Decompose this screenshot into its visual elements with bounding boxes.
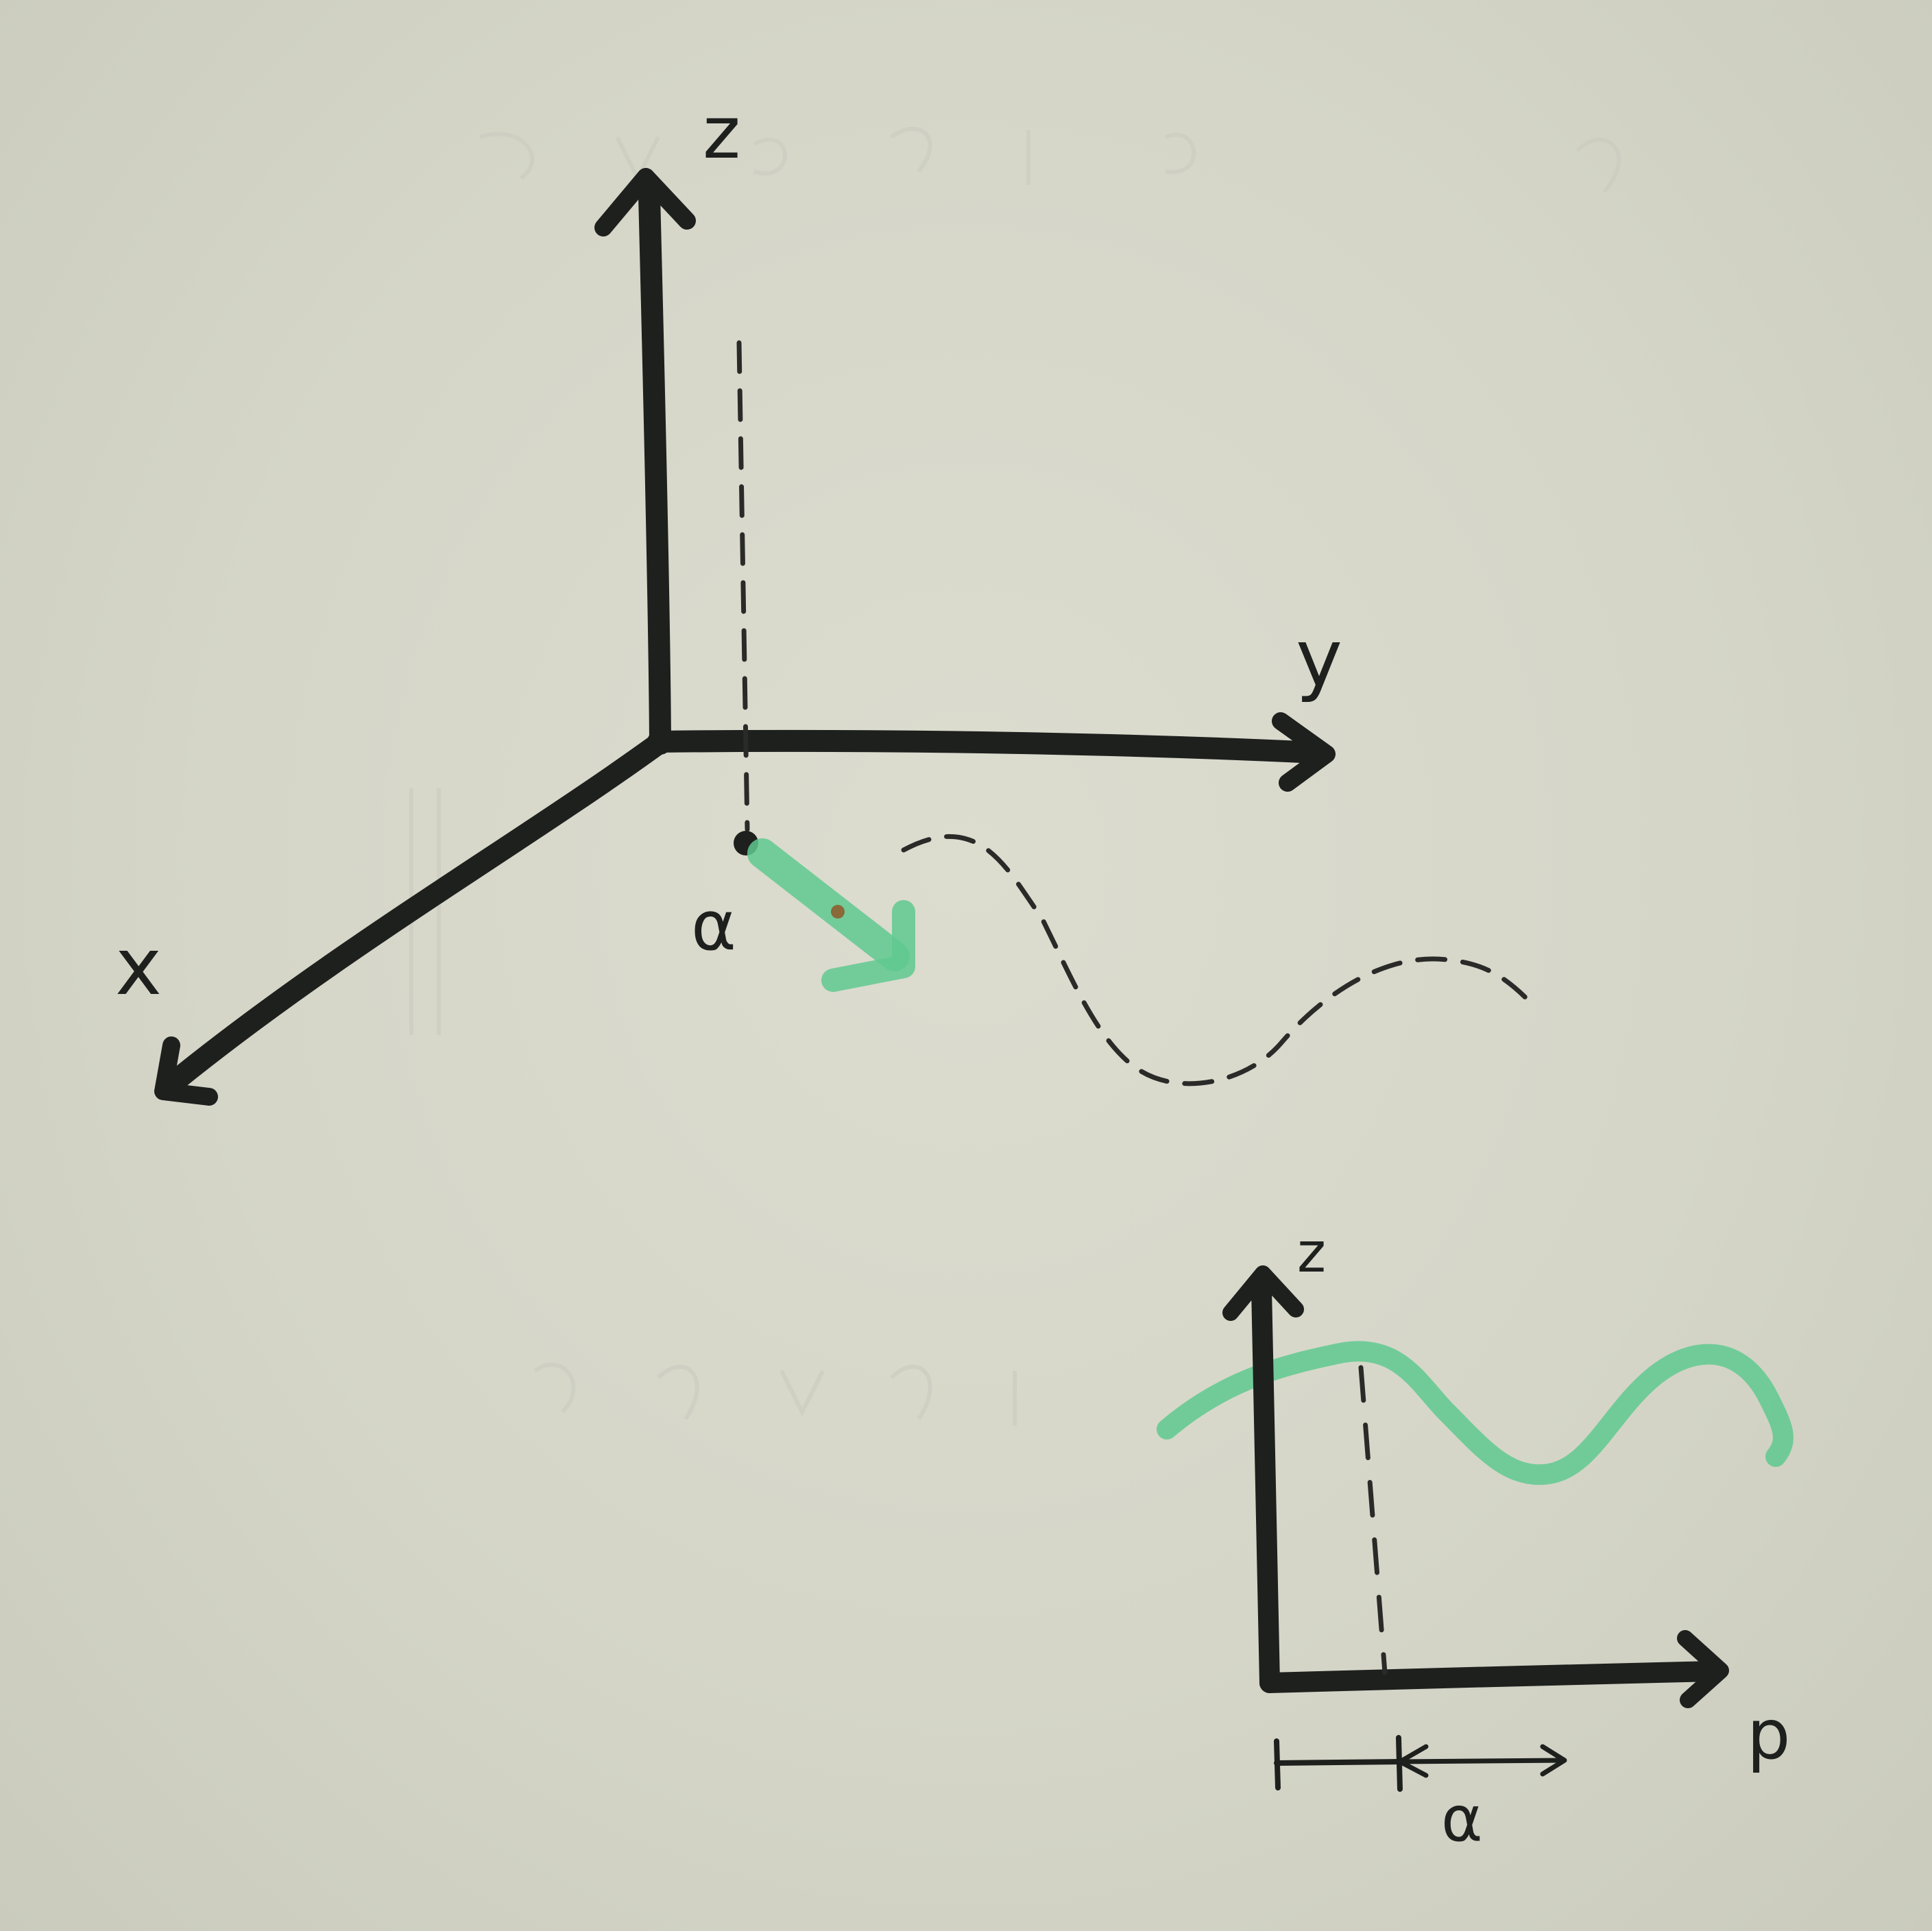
dimension-line-right bbox=[1396, 1758, 1566, 1764]
p-axis-2d bbox=[1259, 1661, 1724, 1693]
z-axis-2d-label: z bbox=[1297, 1221, 1326, 1285]
z-axis-3d-arrowhead bbox=[594, 168, 696, 236]
projection-dashed-line bbox=[736, 340, 750, 832]
distance-alpha-label: α bbox=[1441, 1782, 1483, 1856]
pen-dot bbox=[831, 905, 845, 919]
wave-path-dashed bbox=[901, 834, 1532, 1086]
p-axis-2d-label: p bbox=[1747, 1695, 1790, 1775]
z-axis-3d-label: z bbox=[703, 91, 740, 175]
y-axis-3d-label: y bbox=[1296, 613, 1342, 705]
z-axis-2d-arrowhead bbox=[1222, 1265, 1304, 1321]
dimension-line-left bbox=[1274, 1759, 1401, 1766]
coordinate-system-3d: z y x α bbox=[115, 91, 1532, 1106]
y-axis-3d-arrowhead bbox=[1272, 712, 1336, 792]
z-axis-3d bbox=[638, 184, 671, 755]
z-axis-2d bbox=[1251, 1278, 1280, 1693]
dimension-arrow-right bbox=[1540, 1744, 1567, 1777]
direction-arrow-head bbox=[821, 900, 915, 992]
x-axis-3d-label: x bbox=[115, 921, 162, 1013]
dimension-left-tick bbox=[1274, 1738, 1281, 1790]
point-alpha-label: α bbox=[691, 886, 736, 966]
direction-arrow-shaft bbox=[747, 838, 910, 971]
p-axis-2d-arrowhead bbox=[1677, 1630, 1729, 1708]
y-axis-3d bbox=[647, 729, 1327, 764]
x-axis-3d bbox=[166, 733, 669, 1091]
coordinate-system-2d: z p α bbox=[1157, 1221, 1794, 1856]
drop-dashed-line-2d bbox=[1358, 1365, 1388, 1675]
green-profile-curve bbox=[1157, 1341, 1794, 1485]
dimension-arrow-left bbox=[1397, 1744, 1429, 1778]
x-axis-3d-arrowhead bbox=[154, 1036, 218, 1106]
